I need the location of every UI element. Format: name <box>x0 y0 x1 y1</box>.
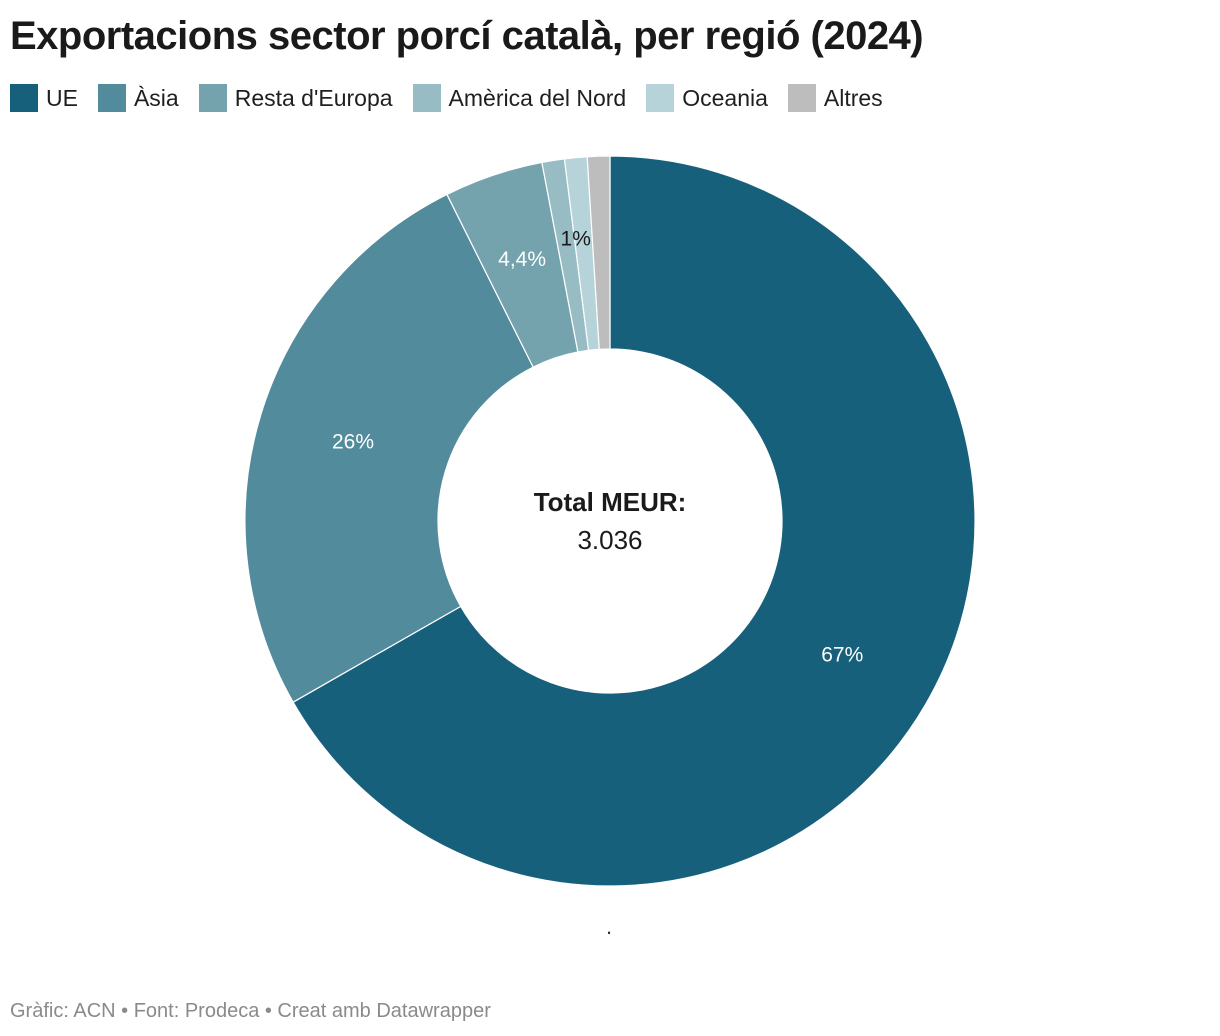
legend-label: UE <box>46 85 78 111</box>
legend-swatch <box>10 84 38 112</box>
donut-chart: 67% 26% 4,4% 1% Total MEUR: 3.036 <box>244 155 976 887</box>
data-label: 1% <box>561 228 591 251</box>
data-label: 67% <box>821 643 863 666</box>
legend-item: Resta d'Europa <box>198 84 393 112</box>
legend-label: Resta d'Europa <box>234 85 393 111</box>
donut-slice <box>292 155 976 887</box>
legend-swatch <box>97 84 126 112</box>
legend-label: Altres <box>823 85 883 111</box>
center-label-value: 3.036 <box>577 525 642 555</box>
legend-item: Altres <box>787 84 883 112</box>
data-label: 26% <box>332 431 374 454</box>
data-label: 4,4% <box>498 248 546 271</box>
legend-label: Àsia <box>133 85 179 111</box>
legend-swatch <box>412 84 441 112</box>
legend-item: Amèrica del Nord <box>412 84 627 112</box>
legend-label: Amèrica del Nord <box>448 85 627 111</box>
legend-swatch <box>198 84 227 112</box>
legend-swatch <box>787 84 816 112</box>
chart-footer: Gràfic: ACN • Font: Prodeca • Creat amb … <box>10 1000 491 1022</box>
chart-title: Exportacions sector porcí català, per re… <box>10 14 924 58</box>
donut-slice <box>586 155 611 350</box>
legend-label: Oceania <box>682 85 768 111</box>
legend-swatch <box>646 84 675 112</box>
legend-item: Àsia <box>97 84 179 112</box>
legend-item: UE <box>10 84 78 112</box>
footnote-dot: . <box>606 914 613 939</box>
legend: UE Àsia Resta d'Europa Amèrica del Nord Ocea… <box>10 84 883 112</box>
center-label-title: Total MEUR: <box>534 487 687 517</box>
donut-slice <box>244 193 534 703</box>
legend-item: Oceania <box>646 84 768 112</box>
